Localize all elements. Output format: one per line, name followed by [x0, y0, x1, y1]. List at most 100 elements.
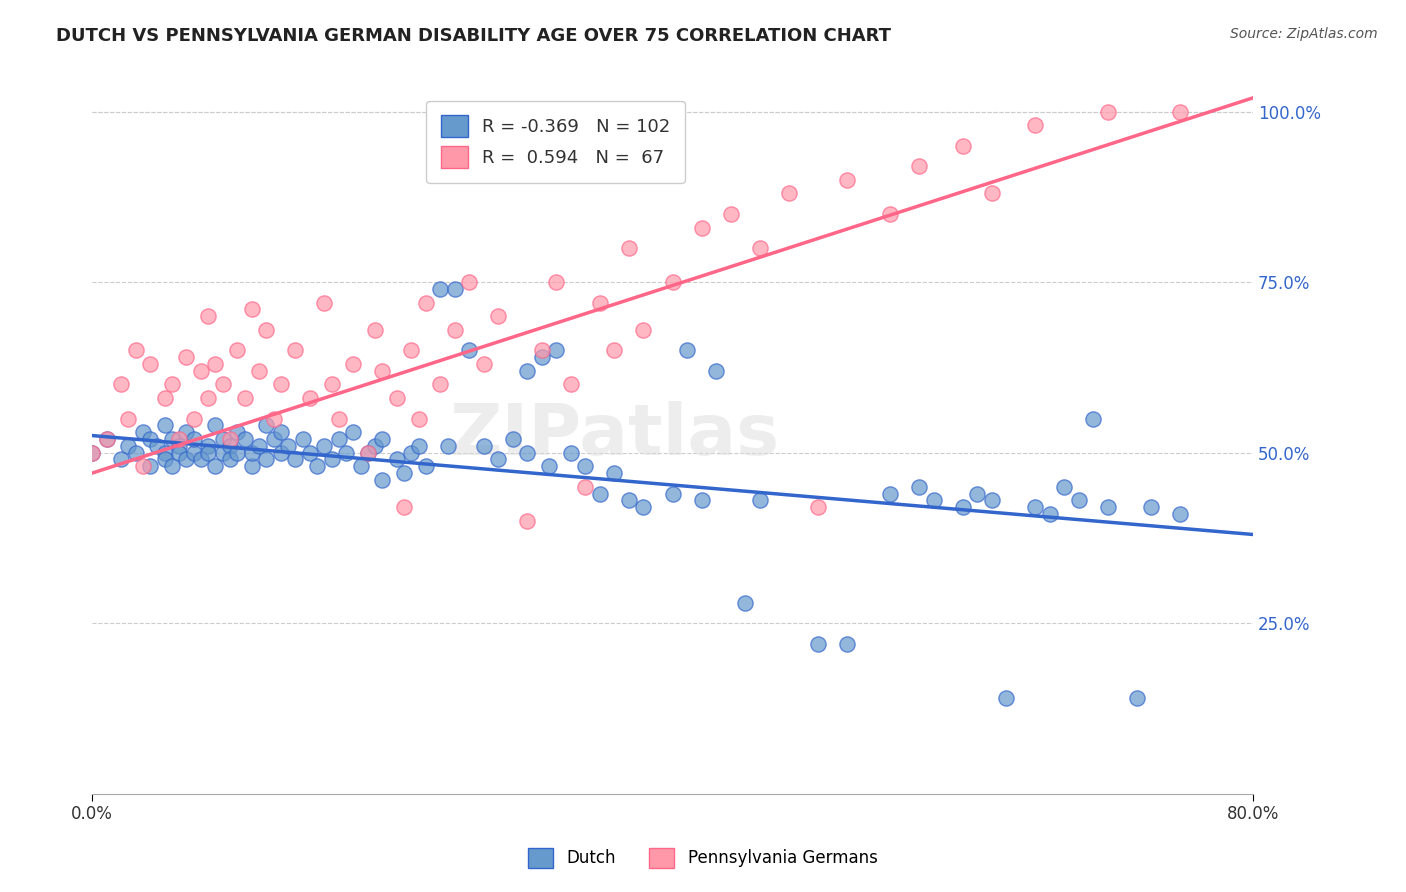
Pennsylvania Germans	[247, 364, 270, 378]
Pennsylvania Germans	[807, 500, 830, 515]
Dutch	[204, 418, 226, 433]
Dutch	[240, 459, 263, 474]
Dutch	[328, 432, 350, 446]
Dutch	[966, 486, 988, 500]
Dutch	[633, 500, 655, 515]
Pennsylvania Germans	[240, 302, 263, 317]
Dutch	[284, 452, 307, 467]
Pennsylvania Germans	[661, 275, 683, 289]
Dutch	[176, 452, 198, 467]
Dutch	[574, 459, 596, 474]
Pennsylvania Germans	[546, 275, 568, 289]
Dutch	[211, 445, 233, 459]
Pennsylvania Germans	[835, 173, 858, 187]
Dutch	[1097, 500, 1119, 515]
Dutch	[617, 493, 640, 508]
Pennsylvania Germans	[458, 275, 481, 289]
Pennsylvania Germans	[263, 411, 285, 425]
Dutch	[357, 445, 380, 459]
Pennsylvania Germans	[364, 323, 387, 337]
Dutch	[995, 691, 1018, 706]
Pennsylvania Germans	[444, 323, 467, 337]
Pennsylvania Germans	[879, 207, 901, 221]
Pennsylvania Germans	[211, 377, 233, 392]
Pennsylvania Germans	[167, 432, 190, 446]
Pennsylvania Germans	[342, 357, 364, 371]
Dutch	[1024, 500, 1046, 515]
Dutch	[254, 418, 277, 433]
Dutch	[364, 439, 387, 453]
Dutch	[560, 445, 582, 459]
Dutch	[167, 445, 190, 459]
Pennsylvania Germans	[401, 343, 423, 358]
Dutch	[153, 445, 176, 459]
Dutch	[385, 452, 408, 467]
Dutch	[226, 425, 249, 439]
Dutch	[167, 439, 190, 453]
Pennsylvania Germans	[530, 343, 553, 358]
Pennsylvania Germans	[314, 295, 336, 310]
Dutch	[371, 473, 394, 487]
Pennsylvania Germans	[190, 364, 212, 378]
Pennsylvania Germans	[720, 207, 742, 221]
Pennsylvania Germans	[486, 309, 509, 323]
Pennsylvania Germans	[233, 391, 256, 405]
Dutch	[160, 432, 183, 446]
Dutch	[226, 445, 249, 459]
Pennsylvania Germans	[204, 357, 226, 371]
Dutch	[270, 445, 292, 459]
Dutch	[502, 432, 524, 446]
Dutch	[603, 466, 626, 480]
Dutch	[1067, 493, 1090, 508]
Dutch	[690, 493, 713, 508]
Pennsylvania Germans	[603, 343, 626, 358]
Pennsylvania Germans	[1097, 104, 1119, 119]
Pennsylvania Germans	[96, 432, 118, 446]
Dutch	[429, 282, 451, 296]
Pennsylvania Germans	[357, 445, 380, 459]
Dutch	[321, 452, 343, 467]
Pennsylvania Germans	[254, 323, 277, 337]
Dutch	[458, 343, 481, 358]
Dutch	[117, 439, 139, 453]
Pennsylvania Germans	[516, 514, 538, 528]
Dutch	[263, 432, 285, 446]
Dutch	[96, 432, 118, 446]
Dutch	[197, 439, 219, 453]
Dutch	[314, 439, 336, 453]
Dutch	[444, 282, 467, 296]
Pennsylvania Germans	[219, 432, 242, 446]
Dutch	[1126, 691, 1149, 706]
Pennsylvania Germans	[617, 241, 640, 255]
Dutch	[349, 459, 371, 474]
Dutch	[219, 452, 242, 467]
Dutch	[734, 596, 756, 610]
Pennsylvania Germans	[298, 391, 321, 405]
Dutch	[835, 637, 858, 651]
Pennsylvania Germans	[429, 377, 451, 392]
Dutch	[401, 445, 423, 459]
Pennsylvania Germans	[153, 391, 176, 405]
Dutch	[546, 343, 568, 358]
Dutch	[139, 459, 162, 474]
Dutch	[176, 425, 198, 439]
Dutch	[486, 452, 509, 467]
Text: Source: ZipAtlas.com: Source: ZipAtlas.com	[1230, 27, 1378, 41]
Dutch	[219, 439, 242, 453]
Dutch	[277, 439, 299, 453]
Pennsylvania Germans	[392, 500, 415, 515]
Pennsylvania Germans	[589, 295, 612, 310]
Dutch	[342, 425, 364, 439]
Pennsylvania Germans	[270, 377, 292, 392]
Dutch	[748, 493, 770, 508]
Pennsylvania Germans	[778, 186, 800, 201]
Dutch	[408, 439, 430, 453]
Pennsylvania Germans	[908, 159, 931, 173]
Legend: Dutch, Pennsylvania Germans: Dutch, Pennsylvania Germans	[522, 841, 884, 875]
Dutch	[661, 486, 683, 500]
Pennsylvania Germans	[117, 411, 139, 425]
Dutch	[335, 445, 357, 459]
Pennsylvania Germans	[160, 377, 183, 392]
Dutch	[82, 445, 104, 459]
Legend: R = -0.369   N = 102, R =  0.594   N =  67: R = -0.369 N = 102, R = 0.594 N = 67	[426, 101, 685, 183]
